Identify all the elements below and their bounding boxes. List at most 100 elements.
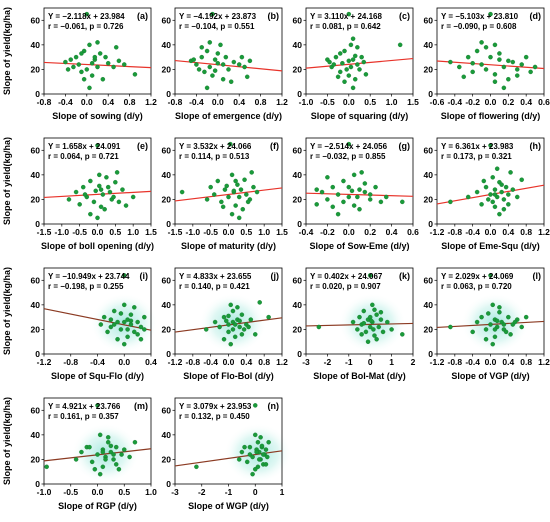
data-point	[226, 322, 231, 327]
y-axis-labels-group: Slope of yield(kg/ha) Slope of yield(kg/h…	[2, 7, 12, 485]
y-tick-label: 20	[293, 324, 303, 334]
data-point	[116, 58, 122, 64]
data-point	[506, 314, 511, 320]
data-point	[222, 187, 228, 192]
y-tick-label: 40	[162, 300, 172, 310]
y-tick-label: 60	[162, 405, 172, 415]
x-tick-label: -1	[225, 487, 233, 497]
regression-equation: Y = −2.514x + 24.056	[310, 142, 388, 151]
panel-letter: (d)	[530, 11, 542, 21]
y-tick-label: 60	[31, 15, 41, 25]
data-point	[132, 439, 138, 445]
x-tick-label: -3	[171, 487, 179, 497]
data-point	[488, 322, 493, 327]
y-tick-label: 60	[162, 275, 172, 285]
x-tick-label: 0.4	[240, 357, 252, 367]
data-point	[494, 318, 500, 324]
data-point	[228, 79, 234, 84]
data-point	[93, 188, 98, 194]
data-point	[492, 204, 498, 210]
data-point	[111, 322, 117, 327]
x-tick-label: -1.5	[168, 227, 183, 237]
y-tick-label: 60	[293, 15, 303, 25]
y-tick-label: 20	[293, 64, 303, 74]
y-tick-label: 60	[31, 275, 41, 285]
x-tick-label: -0.2	[320, 227, 335, 237]
data-point	[316, 324, 322, 330]
y-tick-label: 40	[162, 430, 172, 440]
data-point	[239, 312, 245, 317]
data-point	[232, 334, 238, 340]
x-tick-label: 0.5	[118, 487, 130, 497]
data-point	[512, 319, 518, 325]
data-point	[367, 324, 373, 330]
data-point	[373, 184, 378, 190]
x-tick-label: -1.0	[37, 487, 52, 497]
y-tick-label: 40	[293, 40, 303, 50]
data-point	[84, 67, 90, 72]
data-point	[73, 189, 79, 195]
data-point	[236, 62, 242, 67]
data-point	[229, 172, 235, 178]
data-point	[105, 61, 111, 66]
regression-stats: r = 0.063, p = 0.720	[441, 282, 512, 291]
data-point	[367, 197, 373, 202]
y-tick-label: 40	[31, 300, 41, 310]
x-tick-label: -0.5	[63, 487, 78, 497]
data-point	[199, 45, 204, 50]
y-tick-label: 0	[35, 89, 40, 99]
data-point	[492, 72, 498, 77]
data-point	[314, 187, 319, 192]
data-point	[483, 327, 489, 332]
data-point	[257, 457, 262, 462]
data-point	[245, 199, 251, 205]
data-point	[194, 62, 199, 67]
data-point	[508, 170, 513, 175]
data-point	[461, 74, 466, 80]
x-axis-label: Slope of RGP (d/y)	[58, 501, 137, 511]
data-point	[497, 211, 502, 217]
panel-letter: (e)	[137, 141, 148, 151]
data-point	[363, 329, 369, 335]
data-point	[68, 57, 74, 62]
data-point	[519, 177, 524, 183]
data-point	[237, 318, 242, 324]
data-point	[44, 464, 49, 470]
x-axis-label: Slope of Bol-Mat (d/y)	[313, 371, 406, 381]
data-point	[71, 64, 76, 70]
data-point	[82, 192, 88, 197]
data-point	[236, 457, 242, 462]
x-tick-label: -0.5	[72, 227, 87, 237]
x-axis-label: Slope of squaring (d/y)	[311, 111, 409, 121]
y-axis-label: Slope of yield(kg/ha)	[2, 7, 12, 95]
density-halo	[460, 293, 529, 354]
regression-line	[436, 60, 545, 70]
data-point	[361, 59, 367, 65]
data-point	[251, 184, 256, 190]
y-tick-label: 0	[428, 89, 433, 99]
y-tick-label: 60	[162, 145, 172, 155]
data-point	[365, 339, 371, 344]
data-point	[506, 202, 511, 207]
x-tick-label: 0.8	[258, 357, 270, 367]
data-point	[378, 199, 384, 205]
data-point	[515, 67, 520, 72]
data-point	[265, 454, 270, 460]
data-point	[492, 187, 498, 192]
regression-stats: r = 0.020, p = 0.907	[310, 282, 381, 291]
data-point	[515, 194, 520, 200]
data-point	[510, 59, 516, 65]
data-point	[488, 192, 493, 197]
data-point	[532, 64, 538, 70]
data-point	[528, 69, 533, 75]
data-point	[252, 332, 258, 337]
x-tick-label: -0.8	[186, 357, 201, 367]
data-point	[239, 332, 245, 337]
data-point	[241, 327, 247, 332]
data-point	[503, 329, 509, 335]
data-point	[258, 435, 263, 440]
data-point	[224, 318, 229, 324]
data-point	[119, 452, 124, 457]
regression-line	[43, 308, 152, 331]
